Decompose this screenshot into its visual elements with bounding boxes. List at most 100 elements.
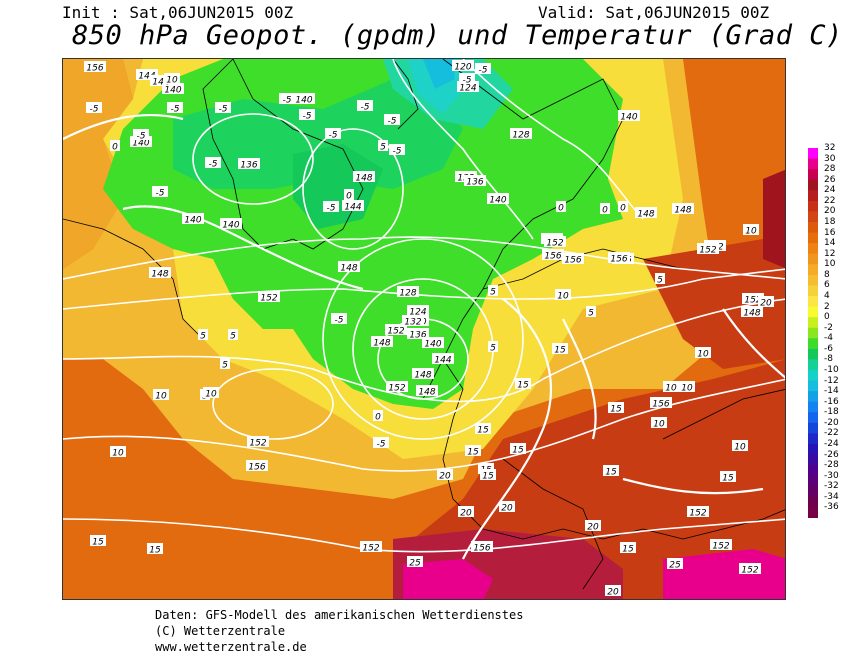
geopotential-label: 152 (744, 296, 761, 306)
temperature-label: -5 (303, 112, 312, 122)
temperature-label-box (743, 224, 759, 235)
geopotential-label: 144 (434, 356, 451, 366)
temperature-label: 15 (512, 446, 524, 456)
temperature-label-box (279, 93, 295, 104)
temperature-label: -5 (463, 76, 472, 86)
temperature-label: 20 (587, 523, 599, 533)
temperature-label: 15 (722, 474, 734, 484)
geopotential-label: 156 (473, 544, 490, 554)
legend-swatch (808, 211, 818, 223)
map-title: 850 hPa Geopot. (gpdm) und Temperatur (G… (72, 20, 843, 51)
temperature-label: 0 (602, 206, 608, 216)
geopotential-isolines (63, 59, 785, 553)
geopotential-label-box (385, 324, 407, 335)
temperature-label-box (323, 201, 339, 212)
temperature-label-box (720, 471, 736, 482)
legend-swatch (808, 486, 818, 498)
temperature-label-box (695, 347, 711, 358)
temperature-label-box (488, 285, 498, 296)
legend-label: -10 (824, 365, 839, 375)
legend-swatch (808, 422, 818, 434)
temperature-label-box (220, 358, 230, 369)
temperature-label-box (618, 201, 628, 212)
geopotential-label: 128 (512, 131, 529, 141)
legend-swatch (808, 274, 818, 286)
geopotential-label-box (84, 61, 106, 72)
temperature-label-box (758, 296, 774, 307)
temperature-label: 15 (477, 426, 489, 436)
temperature-label: -5 (90, 105, 99, 115)
temperature-label-box (331, 313, 347, 324)
geopotential-label-box (353, 171, 375, 182)
geopotential-label-box (338, 261, 360, 272)
legend-label: 0 (824, 312, 830, 323)
temperature-label: 15 (92, 538, 104, 548)
geopotential-label-box (130, 136, 152, 147)
geopotential-label-box (542, 249, 564, 260)
geopotential-label-box (386, 381, 408, 392)
temperature-label-box (679, 381, 695, 392)
temperature-label: 5 (222, 361, 228, 371)
legend-label: 28 (824, 164, 836, 175)
geopotential-label-box (739, 563, 761, 574)
geopotential-label-box (371, 336, 393, 347)
geopotential-label: 156 (610, 255, 627, 265)
legend-label: 22 (824, 195, 836, 206)
temperature-label-box (465, 445, 481, 456)
temperature-label-box (475, 423, 491, 434)
temperature-label: -5 (393, 147, 402, 157)
legend-swatch (808, 359, 818, 371)
geopotential-label-box (742, 293, 764, 304)
geopotential-label: 120 (454, 63, 471, 73)
geopotential-label: 152 (387, 327, 404, 337)
legend-label: -24 (824, 439, 839, 449)
footer-website[interactable]: www.wetterzentrale.de (155, 640, 307, 654)
temperature-label-box (373, 410, 383, 421)
temperature-label: -5 (209, 160, 218, 170)
temperature-label: -5 (283, 96, 292, 106)
geopotential-label-box (407, 328, 429, 339)
temperature-label: 5 (230, 332, 236, 342)
geopotential-label: 124 (409, 308, 426, 318)
temperature-label: 15 (482, 472, 494, 482)
temperature-label-box (90, 535, 106, 546)
geopotential-label-box (247, 436, 269, 447)
init-time: Init : Sat,06JUN2015 00Z (62, 3, 294, 22)
temperature-label: -5 (479, 66, 488, 76)
geopotential-label-box (416, 385, 438, 396)
geopotential-label-box (697, 243, 719, 254)
legend-label: 6 (824, 280, 830, 291)
legend-swatch (808, 253, 818, 265)
temperature-label-box (605, 585, 621, 596)
geopotential-label-box (562, 253, 584, 264)
geopotential-label: 152 (689, 509, 706, 519)
temperature-label: 15 (467, 448, 479, 458)
legend-label: -22 (824, 428, 839, 439)
geopotential-label: 148 (637, 210, 654, 220)
legend-swatch (808, 317, 818, 329)
legend-colorbar (808, 148, 818, 518)
legend-label: 4 (824, 291, 830, 301)
temperature-label: 0 (620, 204, 626, 214)
geopotential-label-box (342, 200, 364, 211)
map-canvas: 1561441401401361401401401441481521481521… (63, 59, 785, 599)
legend-label: -14 (824, 386, 839, 397)
geopotential-label: 140 (164, 86, 181, 96)
geopotential-label-box (510, 128, 532, 139)
geopotential-label-box (635, 207, 657, 218)
temperature-label-box (437, 469, 453, 480)
legend-swatch (808, 296, 818, 308)
temperature-label-box (603, 465, 619, 476)
legend-label: -20 (824, 417, 839, 428)
geopotential-label-box (360, 541, 382, 552)
geopotential-label: 148 (414, 371, 431, 381)
temperature-label-box (732, 440, 748, 451)
legend-label: 24 (824, 185, 836, 196)
valid-time: Valid: Sat,06JUN2015 00Z (538, 3, 770, 22)
geopotential-label: 156 (86, 64, 103, 74)
temperature-label: 25 (669, 561, 681, 571)
geopotential-label: 152 (362, 544, 379, 554)
weather-map: 156 144 140 140 136 140 140 140 144 148 152 148 152 1… (62, 58, 786, 600)
geopotential-label-box (618, 110, 640, 121)
geopotential-label: 148 (373, 339, 390, 349)
